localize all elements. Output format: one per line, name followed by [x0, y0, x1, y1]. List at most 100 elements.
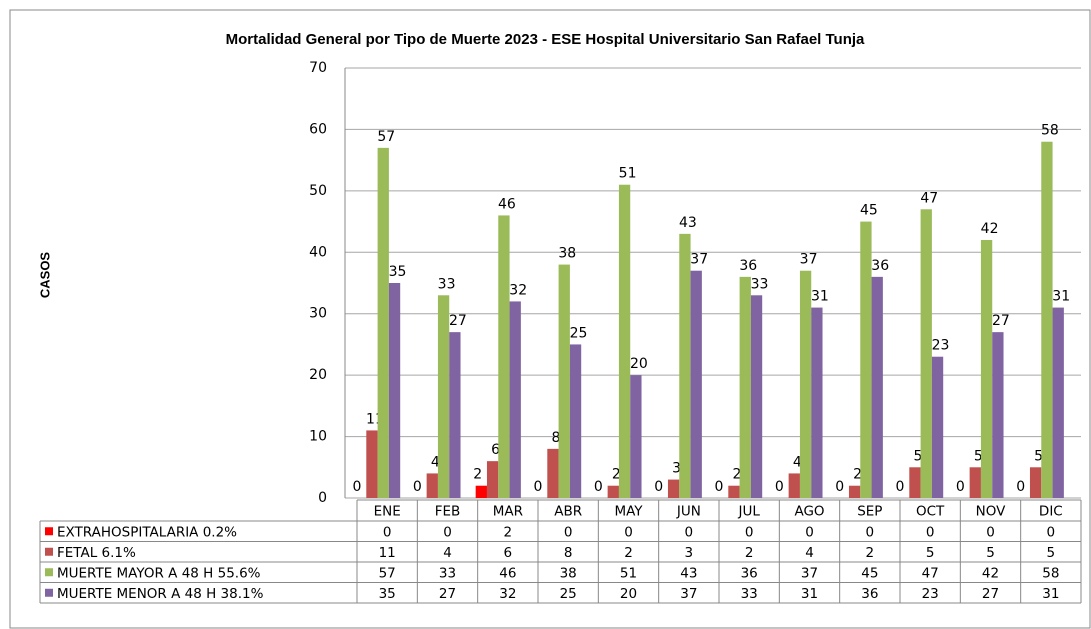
table-cell: 0: [745, 524, 754, 540]
table-cell: 2: [504, 524, 513, 540]
bar: [920, 209, 932, 499]
table-cell: 46: [499, 565, 516, 581]
x-tick-label: FEB: [435, 504, 461, 520]
y-axis-label: CASOS: [37, 252, 52, 299]
data-label: 4: [793, 454, 802, 470]
table-cell: 2: [745, 545, 754, 561]
table-cell: 25: [560, 586, 577, 602]
data-label: 33: [751, 276, 769, 292]
bar: [547, 448, 559, 498]
x-tick-label: JUL: [737, 504, 760, 520]
y-tick-label: 30: [309, 306, 327, 322]
table-cell: 8: [564, 545, 573, 561]
legend-label: MUERTE MAYOR A 48 H 55.6%: [57, 565, 261, 581]
x-tick-label: DIC: [1039, 504, 1063, 520]
legend-label: FETAL 6.1%: [57, 545, 136, 561]
table-cell: 0: [383, 524, 392, 540]
table-cell: 0: [443, 524, 452, 540]
data-label: 2: [853, 467, 862, 483]
data-label: 31: [811, 289, 829, 305]
data-label: 36: [871, 258, 889, 274]
bar: [667, 479, 680, 498]
table-cell: 36: [861, 586, 878, 602]
data-label: 0: [413, 479, 422, 495]
table-cell: 0: [805, 524, 814, 540]
bar: [569, 344, 582, 498]
table-cell: 33: [741, 586, 758, 602]
x-tick-label: MAY: [614, 504, 643, 520]
bar: [509, 301, 521, 498]
legend-swatch: [45, 568, 53, 577]
table-cell: 43: [680, 565, 697, 581]
x-tick-label: ENE: [374, 504, 401, 520]
y-tick-label: 10: [309, 429, 327, 445]
chart-border: [9, 9, 1091, 629]
table-cell: 20: [620, 586, 637, 602]
table-cell: 27: [439, 586, 456, 602]
x-tick-label: ABR: [554, 504, 582, 520]
bar: [690, 270, 702, 498]
data-label: 8: [551, 430, 560, 446]
data-label: 37: [800, 252, 818, 268]
table-cell: 36: [741, 565, 758, 581]
data-label: 0: [835, 479, 844, 495]
bar: [498, 215, 510, 498]
bar: [980, 240, 993, 498]
data-label: 3: [672, 461, 681, 477]
table-cell: 3: [685, 545, 694, 561]
table-cell: 5: [1047, 545, 1056, 561]
y-tick-label: 40: [309, 244, 327, 260]
bar: [871, 276, 883, 498]
x-tick-label: AGO: [794, 504, 824, 520]
bar: [630, 375, 642, 498]
data-label: 0: [715, 479, 724, 495]
data-label: 27: [449, 313, 467, 329]
data-label: 38: [558, 246, 576, 262]
data-label: 23: [932, 338, 950, 354]
data-label: 42: [981, 221, 999, 237]
data-label: 31: [1052, 289, 1070, 305]
data-label: 5: [1034, 448, 1043, 464]
bar: [788, 473, 800, 498]
table-cell: 4: [805, 545, 814, 561]
bar: [475, 485, 487, 498]
data-label: 2: [473, 467, 482, 483]
bar: [969, 467, 981, 498]
bar: [1029, 467, 1042, 498]
bar: [848, 485, 861, 498]
table-cell: 0: [624, 524, 633, 540]
y-tick-label: 60: [309, 121, 327, 137]
chart-title: Mortalidad General por Tipo de Muerte 20…: [226, 31, 865, 48]
x-tick-label: SEP: [857, 504, 882, 520]
table-cell: 2: [866, 545, 875, 561]
data-label: 0: [896, 479, 905, 495]
table-cell: 5: [926, 545, 935, 561]
bar: [860, 221, 872, 499]
table-cell: 5: [986, 545, 995, 561]
legend-label: MUERTE MENOR A 48 H 38.1%: [57, 586, 264, 602]
data-label: 0: [1016, 479, 1025, 495]
data-label: 0: [775, 479, 784, 495]
table-cell: 0: [564, 524, 573, 540]
bar: [739, 276, 751, 498]
y-tick-label: 20: [309, 367, 327, 383]
bar: [811, 307, 823, 498]
table-cell: 2: [624, 545, 633, 561]
bar: [366, 430, 378, 498]
data-label: 32: [509, 282, 527, 298]
table-cell: 0: [685, 524, 694, 540]
y-tick-label: 70: [309, 60, 327, 76]
bar: [426, 473, 438, 498]
data-label: 0: [956, 479, 965, 495]
data-label: 0: [353, 479, 362, 495]
bar: [607, 485, 619, 498]
table-cell: 11: [379, 545, 396, 561]
bar: [437, 295, 450, 498]
bar: [388, 283, 401, 498]
table-cell: 32: [499, 586, 516, 602]
table-cell: 33: [439, 565, 456, 581]
data-label: 6: [491, 442, 500, 458]
table-cell: 31: [1042, 586, 1059, 602]
table-cell: 35: [379, 586, 396, 602]
